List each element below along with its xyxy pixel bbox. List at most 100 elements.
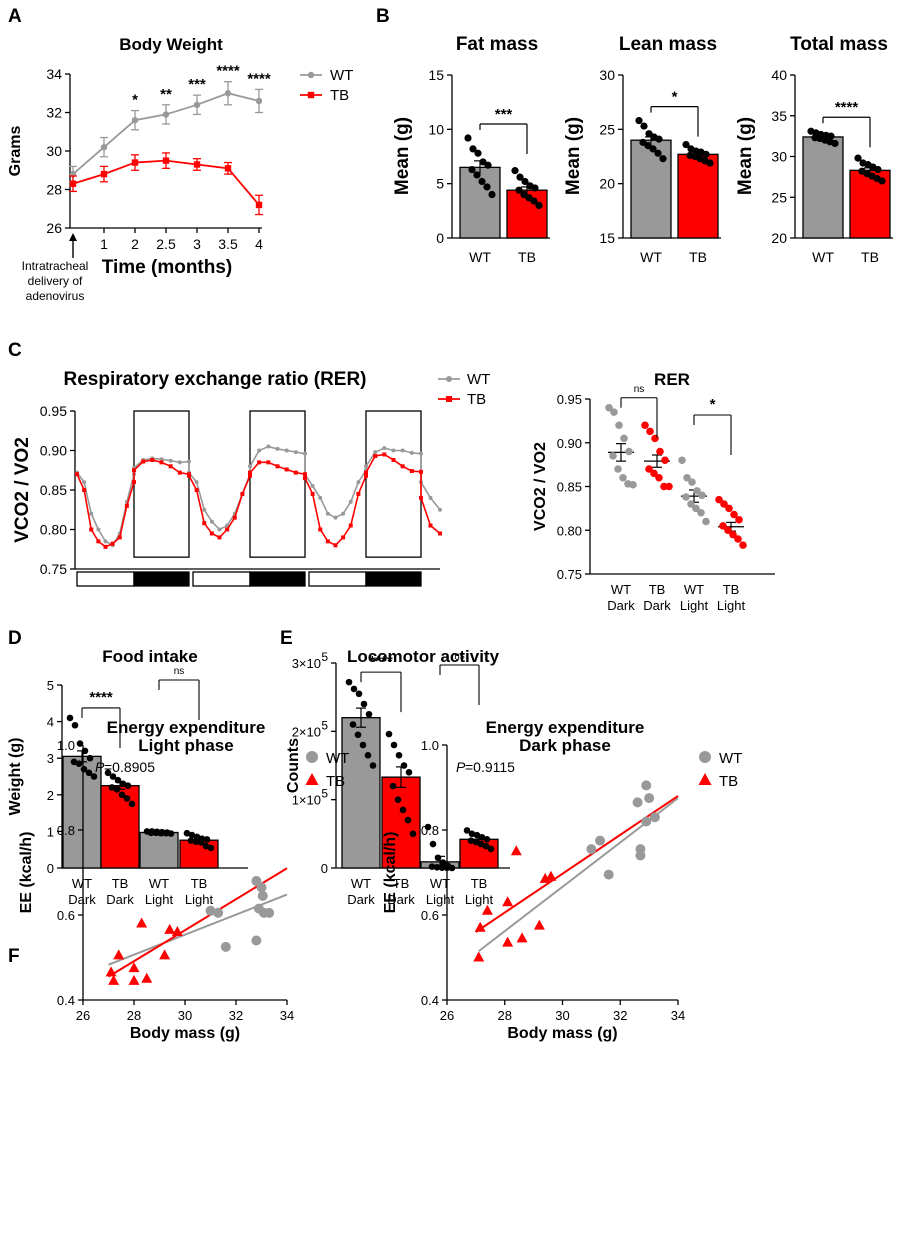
data-point-wt <box>632 797 643 808</box>
x-tick-label: 30 <box>178 1008 192 1023</box>
chart-title: Respiratory exchange ratio (RER) <box>63 369 366 390</box>
data-point <box>71 721 79 729</box>
legend-marker-tb <box>698 773 712 785</box>
data-point-tb <box>162 157 170 164</box>
data-point-wt <box>649 812 660 823</box>
data-point <box>516 173 524 181</box>
data-point <box>364 751 372 759</box>
data-point <box>629 480 637 489</box>
data-point-wt <box>266 444 271 449</box>
data-point <box>369 762 377 769</box>
bar <box>341 717 381 869</box>
x-category-label: TB <box>393 876 410 891</box>
data-point-tb <box>400 464 405 469</box>
y-tick-label: 0.8 <box>57 823 75 838</box>
data-point-tb <box>159 949 171 960</box>
y-tick-label: 25 <box>599 121 615 137</box>
data-point-tb <box>419 469 423 474</box>
y-tick-label: 2 <box>47 788 54 803</box>
data-point <box>482 842 490 850</box>
data-point <box>360 700 368 708</box>
data-point <box>203 836 211 843</box>
data-point-wt <box>409 450 414 455</box>
data-point <box>429 840 437 848</box>
data-point <box>521 177 529 186</box>
data-point <box>683 473 691 482</box>
data-point <box>355 690 363 698</box>
data-point <box>655 473 663 482</box>
y-tick-label: 0.4 <box>57 993 75 1008</box>
y-tick-label: 2×10 <box>292 724 321 739</box>
data-point-wt <box>391 448 396 453</box>
x-category-sublabel: Light <box>465 892 494 907</box>
data-point-wt <box>217 527 222 532</box>
data-point <box>405 769 413 776</box>
data-point-wt <box>194 480 199 485</box>
data-point-wt <box>310 484 315 489</box>
legend-marker-tb <box>307 91 315 99</box>
data-point-tb <box>325 539 330 544</box>
significance-mark: **** <box>835 99 859 116</box>
data-point <box>693 487 701 495</box>
data-point <box>641 421 649 430</box>
legend-label-tb: TB <box>719 773 738 790</box>
data-point <box>625 447 633 456</box>
x-category-label: WT <box>812 249 834 265</box>
data-point-tb <box>131 159 139 166</box>
chart-title: Energy expenditure <box>486 718 645 737</box>
data-point-tb <box>89 527 94 532</box>
y-tick-label: 30 <box>599 67 615 83</box>
y-tick-label: 15 <box>428 67 444 83</box>
data-point-wt <box>82 480 87 485</box>
data-point-tb <box>382 452 387 457</box>
data-point-wt <box>303 451 307 456</box>
y-tick-label: 1 <box>47 824 54 839</box>
data-point-wt <box>641 816 652 827</box>
y-tick-label: 5 <box>436 176 444 192</box>
x-category-label: TB <box>191 876 208 891</box>
data-point <box>706 159 714 167</box>
panel-b-chart-1: Fat mass 0 5 10 15 Mean (g) WT TB *** <box>392 34 550 265</box>
data-point-wt <box>373 450 378 455</box>
data-point <box>640 122 648 130</box>
y-tick-label: 1.0 <box>421 738 439 753</box>
data-point <box>359 741 367 749</box>
x-tick-label: 32 <box>613 1008 627 1023</box>
data-point-tb <box>248 473 252 478</box>
x-axis-title: Body mass (g) <box>507 1025 617 1042</box>
x-tick-label: 28 <box>127 1008 141 1023</box>
data-point-tb <box>284 467 289 472</box>
data-point-tb <box>364 473 368 478</box>
y-tick-label: 20 <box>771 230 787 246</box>
p-value: =0.9115 <box>465 759 515 775</box>
significance-mark: **** <box>216 63 240 80</box>
data-point <box>152 829 160 837</box>
x-category-sublabel: Dark <box>387 892 415 907</box>
x-category-label: TB <box>649 582 666 597</box>
data-point <box>831 139 839 148</box>
data-point <box>162 829 170 837</box>
x-category-sublabel: Light <box>145 892 174 907</box>
y-tick-label: 1.0 <box>57 738 75 753</box>
y-axis-title: Mean (g) <box>563 117 584 195</box>
y-tick-label: 0.90 <box>40 443 67 459</box>
data-point-wt <box>205 905 216 916</box>
panel-label-d: D <box>8 628 22 649</box>
panel-label-a: A <box>8 6 22 27</box>
data-point-tb <box>217 535 222 540</box>
data-point-wt <box>293 450 298 455</box>
data-point <box>474 149 482 157</box>
data-point-tb <box>132 468 136 473</box>
annotation-line: adenovirus <box>26 289 85 303</box>
data-point <box>605 403 613 412</box>
x-category-sublabel: Dark <box>347 892 375 907</box>
significance-mark: **** <box>247 70 271 87</box>
data-point <box>483 183 491 191</box>
data-point <box>463 827 471 834</box>
y-tick-exponent: 5 <box>321 787 328 801</box>
data-point <box>827 132 835 140</box>
data-point-wt <box>168 458 173 463</box>
legend-marker-tb <box>446 396 452 402</box>
data-point-tb <box>164 923 176 934</box>
data-point-tb <box>187 473 191 478</box>
